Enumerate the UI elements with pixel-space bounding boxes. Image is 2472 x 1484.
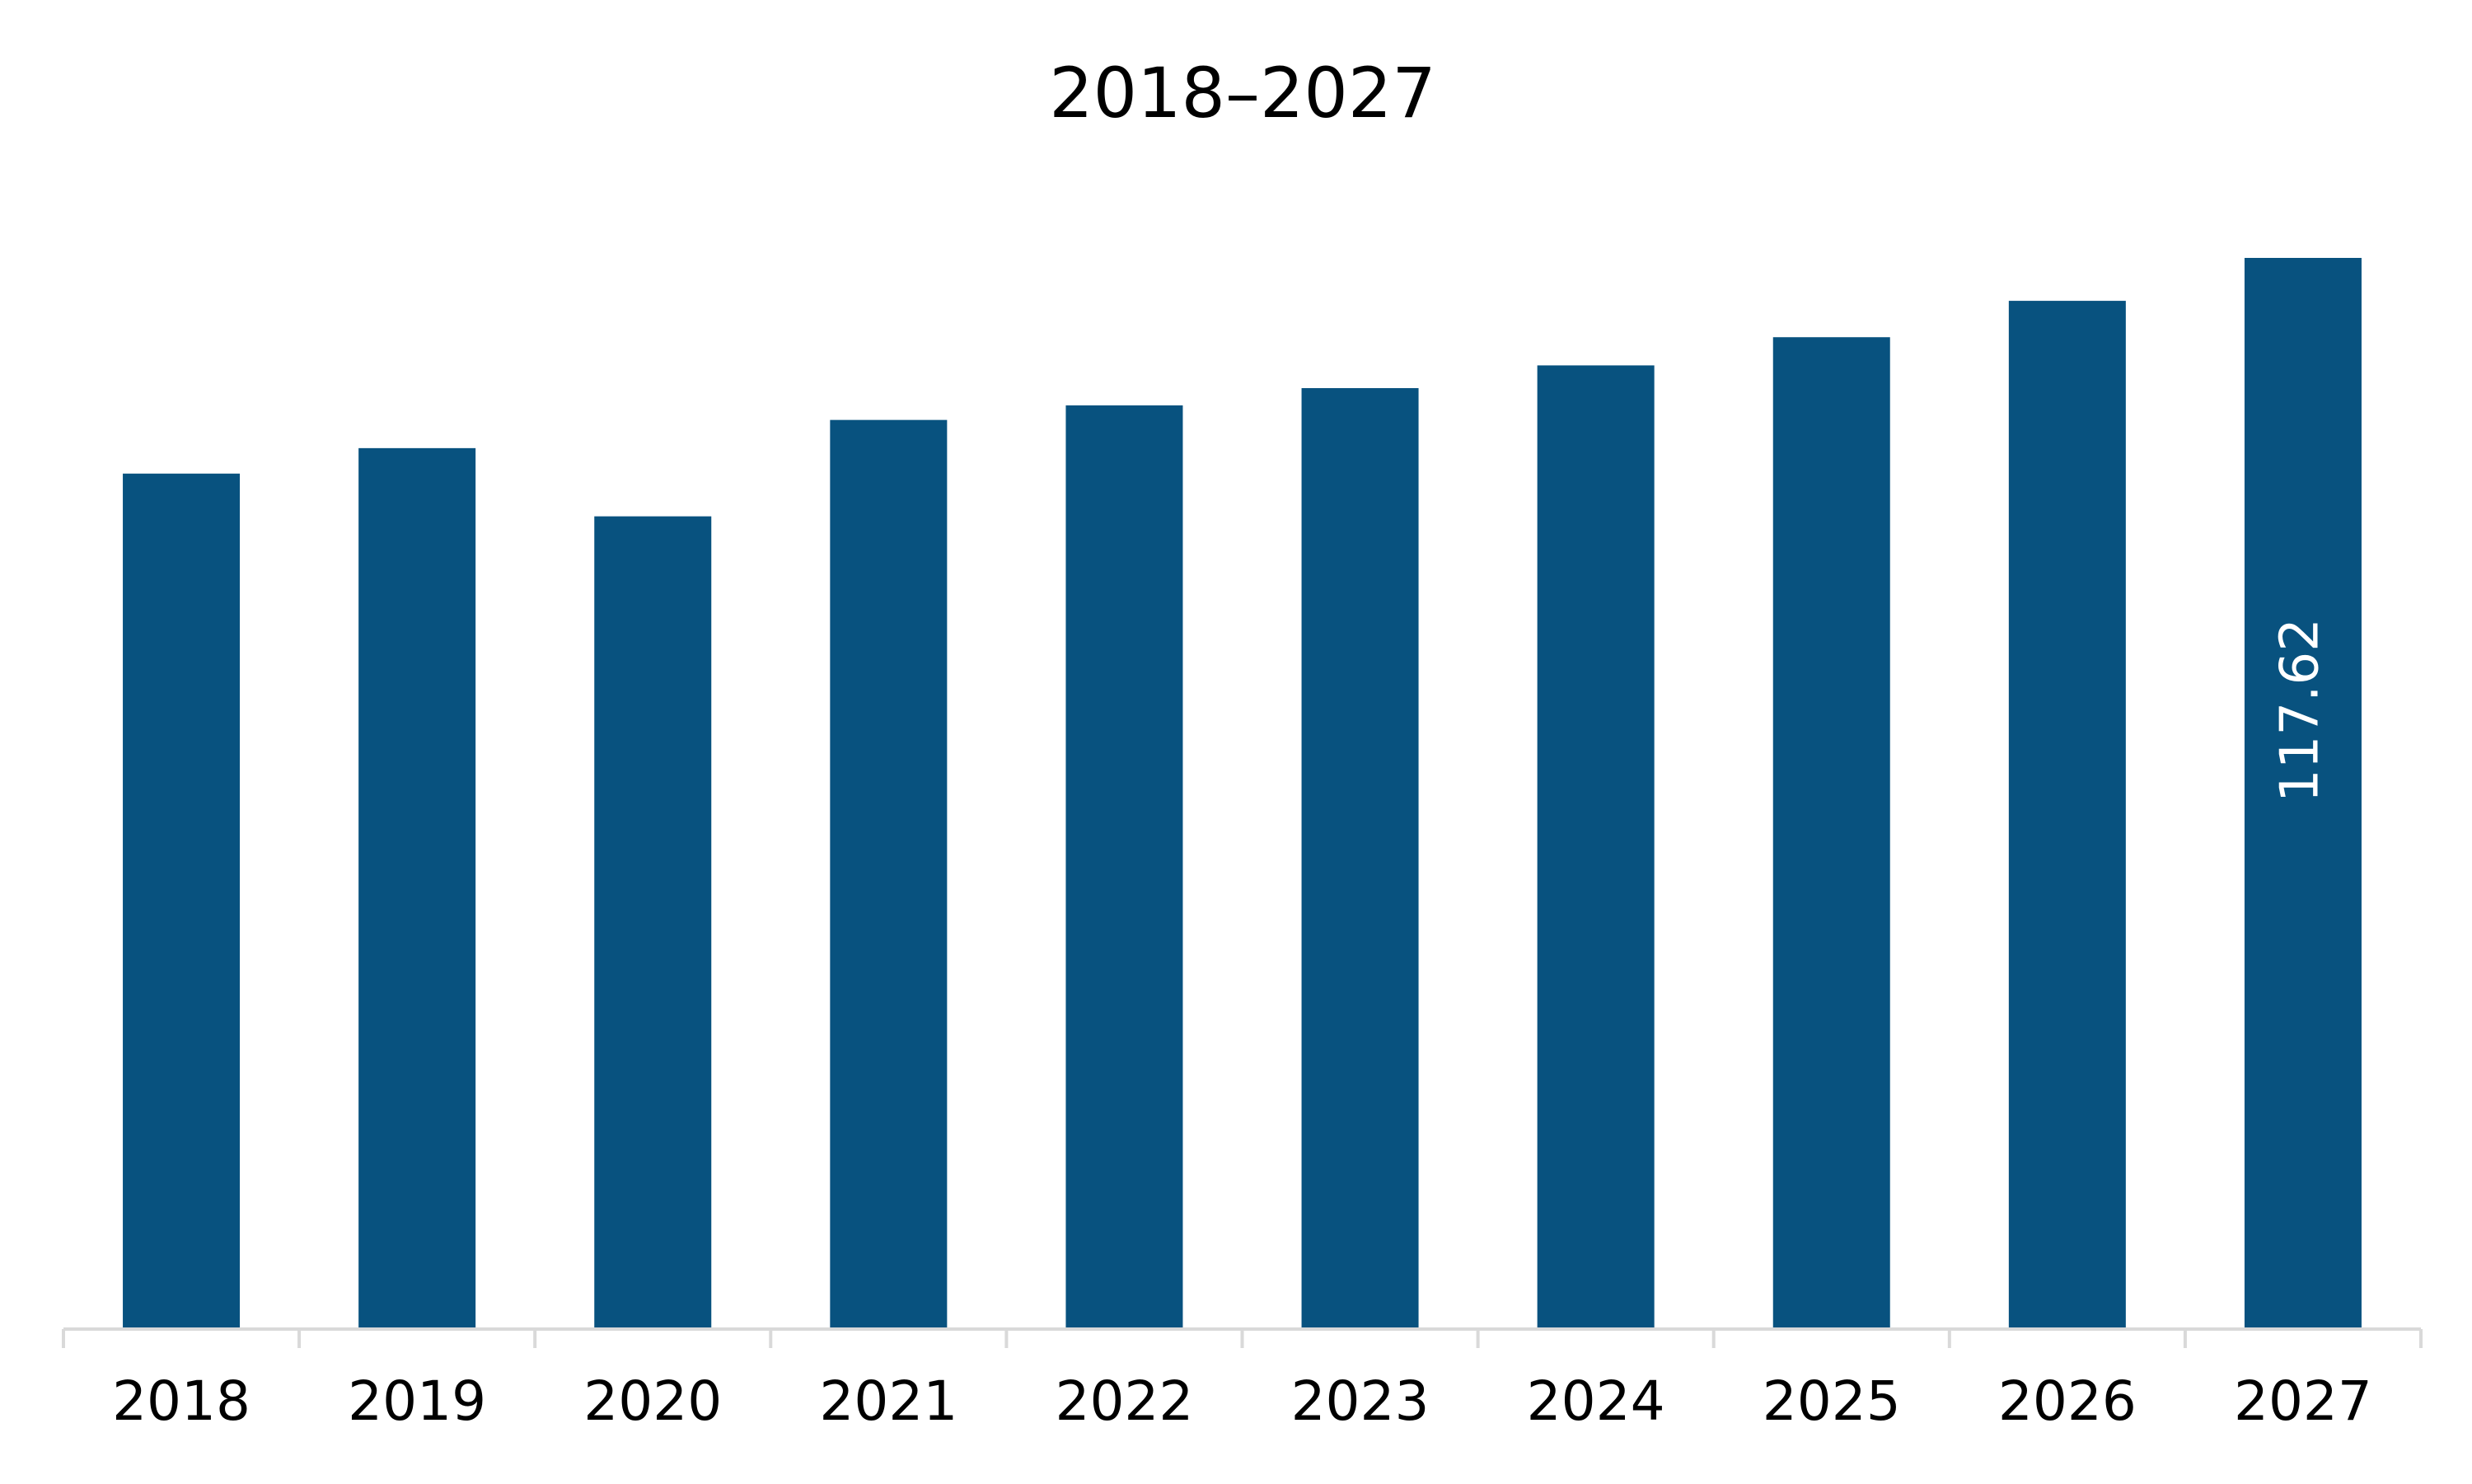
x-tick-label: 2020	[583, 1369, 722, 1433]
bar	[1065, 405, 1183, 1327]
x-tick-label: 2021	[819, 1369, 957, 1433]
bar	[1537, 365, 1655, 1327]
bar	[830, 419, 948, 1327]
bar	[1301, 388, 1419, 1327]
x-tick-label: 2026	[1998, 1369, 2137, 1433]
x-tick-label: 2024	[1527, 1369, 1665, 1433]
x-tick-label: 2022	[1055, 1369, 1193, 1433]
bar	[2008, 301, 2126, 1327]
x-tick-label: 2018	[112, 1369, 250, 1433]
x-tick-label: 2019	[348, 1369, 486, 1433]
bar	[1772, 337, 1890, 1328]
chart-title: 2018–2027	[1049, 53, 1436, 133]
data-label: 117.62	[2270, 618, 2331, 803]
bar	[358, 447, 476, 1327]
bar	[594, 516, 712, 1327]
x-tick-label: 2025	[1763, 1369, 1901, 1433]
bar	[2244, 258, 2362, 1327]
x-tick-label: 2023	[1291, 1369, 1430, 1433]
bar	[123, 473, 241, 1327]
x-tick-label: 2027	[2234, 1369, 2372, 1433]
